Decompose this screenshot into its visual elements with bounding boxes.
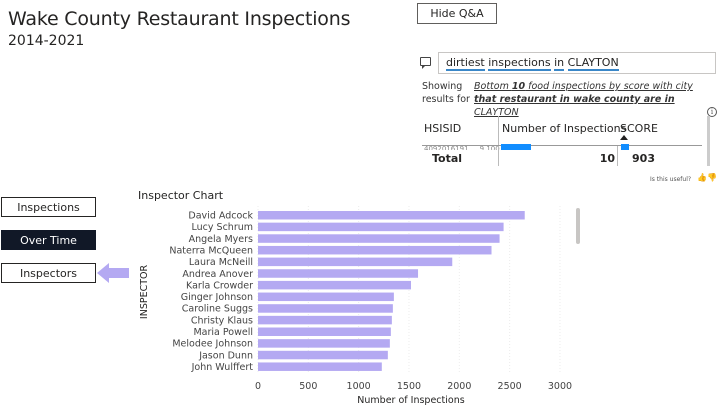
col-header-hsisid[interactable]: HSISID [424,122,462,135]
inspections-databar [501,144,531,150]
bar-karla-crowder[interactable] [258,280,411,290]
bar-melodee-johnson[interactable] [258,339,390,348]
nav-inspectors-button[interactable]: Inspectors [1,263,96,283]
sort-ascending-icon [620,135,628,140]
col-header-inspections[interactable]: Number of Inspections [502,122,627,135]
y-tick-label: Maria Powell [193,327,253,338]
qa-word: in [554,56,565,71]
column-divider [498,146,499,166]
y-tick-label: Melodee Johnson [172,339,253,350]
report-title: Wake County Restaurant Inspections [8,8,351,30]
info-icon[interactable]: i [707,107,717,117]
bar-maria-powell[interactable] [258,327,391,337]
bar-david-adcock[interactable] [258,211,525,220]
total-score: 903 [632,152,655,165]
qa-word: CLAYTON [567,56,619,71]
y-tick-label: Ginger Johnson [181,292,253,303]
x-tick-label: 0 [255,381,261,392]
col-header-score[interactable]: SCORE [620,122,658,135]
x-tick-label: 500 [299,381,317,392]
bar-naterra-mcqueen[interactable] [258,245,492,255]
score-databar [621,144,629,150]
y-tick-label: Caroline Suggs [182,304,253,315]
restate-n: 10 [511,81,526,92]
y-tick-label: Christy Klaus [191,315,253,326]
thumbs-down-icon[interactable]: 👎 [707,173,717,182]
bar-john-wulffert[interactable] [258,362,382,371]
nav-over-time-button[interactable]: Over Time [1,230,96,250]
header-divider [422,145,702,146]
y-tick-label: Angela Myers [189,234,253,245]
x-tick-label: 1000 [347,381,371,392]
bar-angela-myers[interactable] [258,234,500,243]
left-arrow-icon [97,263,129,283]
column-divider [498,116,499,146]
report-subtitle: 2014-2021 [8,33,85,49]
total-label: Total [432,152,463,165]
bar-laura-mcneill[interactable] [258,257,453,267]
y-tick-label: Naterra McQueen [169,245,253,256]
table-scrollbar[interactable] [707,116,710,166]
restate-prefix: Bottom [474,81,512,92]
thumbs-up-icon[interactable]: 👍 [697,173,707,182]
chart-x-tick-labels: 0 500 1000 1500 2000 2500 3000 [255,381,572,392]
showing-results-label: Showing results for [422,81,470,105]
qa-chat-icon [420,57,431,69]
qa-question-input[interactable]: dirtiest inspections in CLAYTON [438,52,716,74]
total-inspections: 10 [599,152,615,165]
qa-result-table: HSISID Number of Inspections SCORE 40920… [422,116,712,168]
chart-scrollbar[interactable] [576,208,580,244]
restate-mid: food inspections by score with city [525,81,693,92]
y-axis-title: INSPECTOR [139,265,150,320]
y-tick-label: Lucy Schrum [192,222,253,233]
x-tick-label: 2000 [447,381,471,392]
x-tick-label: 1500 [397,381,421,392]
bar-christy-klaus[interactable] [258,315,392,325]
restate-that: that restaurant in wake county are in [474,94,675,105]
y-tick-label: Andrea Anover [182,269,253,280]
y-tick-label: Karla Crowder [186,280,253,291]
table-total-row: Total 10 903 [422,150,707,166]
bar-caroline-suggs[interactable] [258,304,393,313]
bar-andrea-anover[interactable] [258,269,419,278]
hide-qa-button[interactable]: Hide Q&A [417,3,497,24]
x-tick-label: 3000 [548,381,572,392]
y-tick-label: John Wulffert [191,362,254,373]
qa-restatement[interactable]: Bottom 10 food inspections by score with… [474,80,714,119]
table-row: 4092016191 ... 9 100 [424,145,500,150]
bar-ginger-johnson[interactable] [258,292,394,302]
y-tick-label: David Adcock [188,211,253,222]
y-tick-label: Jason Dunn [198,350,253,361]
nav-inspections-button[interactable]: Inspections [1,197,96,217]
column-divider [617,146,618,166]
x-tick-label: 2500 [498,381,522,392]
restate-city: CLAYTON [474,107,519,118]
chart-bars [258,211,525,371]
qa-word: dirtiest [446,56,485,71]
useful-label: Is this useful? [650,176,692,183]
qa-word: inspections [488,56,551,71]
chart-title: Inspector Chart [138,189,224,202]
bar-lucy-schrum[interactable] [258,222,504,232]
x-axis-title: Number of Inspections [357,395,464,406]
y-tick-label: Laura McNeill [189,257,253,268]
bar-jason-dunn[interactable] [258,350,388,360]
